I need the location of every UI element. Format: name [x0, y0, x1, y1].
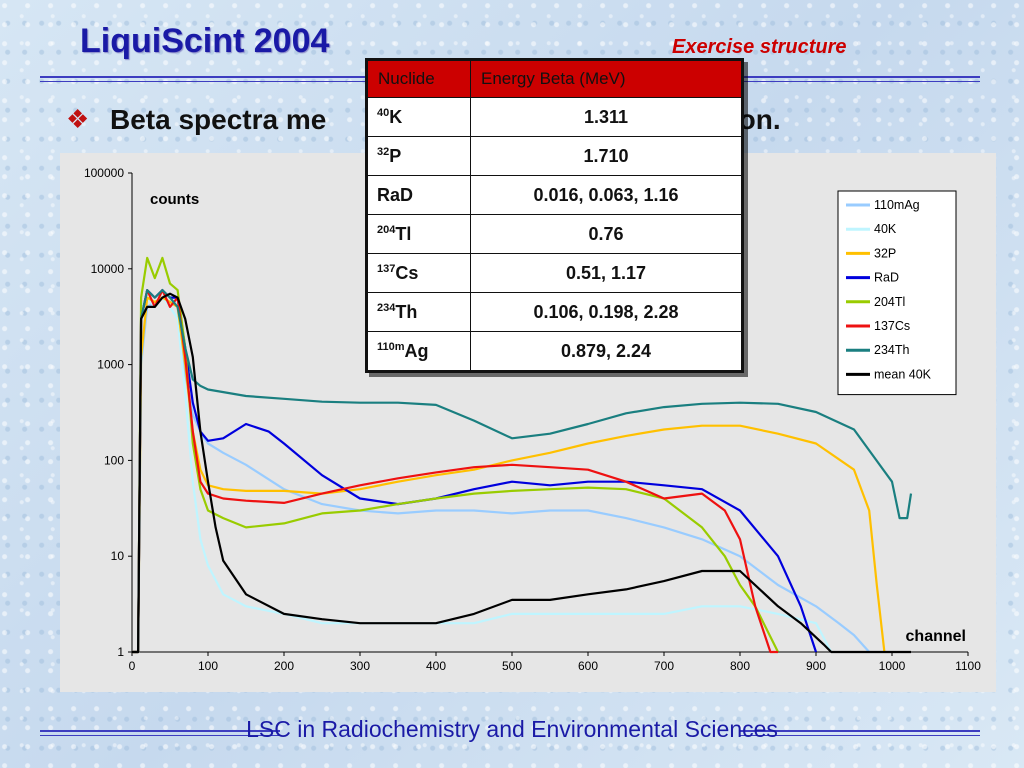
- beta-spectra-chart: 1 10 100 1000 10000 100000 0 100 200 300 400 500 600…: [60, 153, 996, 692]
- page-subtitle: Exercise structure: [672, 36, 847, 58]
- y-tick-label: 10000: [91, 262, 125, 276]
- series-line-204tl: [132, 256, 779, 654]
- x-tick-label: 200: [274, 659, 294, 673]
- x-tick-label: 400: [426, 659, 446, 673]
- y-tick-label: 100: [104, 453, 124, 467]
- element-symbol: Tl: [395, 223, 412, 244]
- energy-cell: 0.106, 0.198, 2.28: [470, 292, 743, 332]
- mass-number: 40: [377, 106, 390, 119]
- element-symbol: Cs: [395, 262, 419, 283]
- energy-cell: 1.710: [470, 136, 743, 176]
- bullet-text-left: Beta spectra me: [110, 104, 327, 135]
- x-tick-label: 500: [502, 659, 522, 673]
- series-layer: [132, 256, 913, 654]
- mass-number: 234: [377, 301, 396, 314]
- element-symbol: K: [389, 106, 403, 127]
- footer-rule-right: [740, 730, 980, 732]
- y-tick-label: 1000: [97, 358, 124, 372]
- nuclide-cell: 32P: [366, 136, 471, 176]
- series-line-mean-40k: [132, 292, 911, 654]
- legend-label: 137Cs: [874, 319, 910, 333]
- series-line-234th: [132, 289, 913, 654]
- legend-label: mean 40K: [874, 367, 932, 381]
- header-nuclide: Nuclide: [366, 59, 471, 98]
- legend-label: RaD: [874, 271, 899, 285]
- y-tick-label: 1: [117, 645, 124, 659]
- x-tick-label: 900: [806, 659, 826, 673]
- legend-label: 204Tl: [874, 295, 905, 309]
- element-symbol: P: [389, 145, 402, 166]
- x-tick-label: 300: [350, 659, 370, 673]
- y-tick-label: 10: [111, 549, 125, 563]
- footer-rule-left: [40, 730, 280, 732]
- nuclide-energy-table: Nuclide Energy Beta (MeV) 40K 1.311 32P …: [365, 58, 744, 373]
- table-row: 204Tl 0.76: [366, 214, 743, 254]
- energy-cell: 0.879, 2.24: [470, 331, 743, 372]
- x-tick-label: 600: [578, 659, 598, 673]
- page-title: LiquiScint 2004: [80, 22, 330, 60]
- x-tick-label: 800: [730, 659, 750, 673]
- mass-number: 137: [377, 262, 396, 275]
- footer-text: LSC in Radiochemistry and Environmental …: [246, 716, 778, 742]
- element-symbol: Th: [395, 301, 418, 322]
- element-symbol: RaD: [377, 184, 414, 205]
- footer-rule-right-thin: [740, 735, 980, 736]
- energy-cell: 0.76: [470, 214, 743, 254]
- legend-label: 110mAg: [874, 198, 920, 212]
- energy-cell: 0.51, 1.17: [470, 253, 743, 293]
- nuclide-cell: 110mAg: [366, 331, 471, 372]
- x-axis-label: channel: [906, 628, 966, 645]
- y-tick-label: 100000: [84, 166, 124, 180]
- element-symbol: Ag: [404, 340, 429, 361]
- legend-box: [837, 190, 957, 396]
- legend: 110mAg 40K 32P RaD 204Tl 137Cs 234Th mean 40K: [837, 190, 957, 396]
- mass-number: 204: [377, 223, 396, 236]
- mass-number: 110m: [377, 340, 405, 353]
- energy-cell: 1.311: [470, 97, 743, 137]
- energy-cell: 0.016, 0.063, 1.16: [470, 175, 743, 215]
- footer-rule-left-thin: [40, 735, 280, 736]
- x-tick-label: 1000: [879, 659, 906, 673]
- nuclide-cell: 234Th: [366, 292, 471, 332]
- nuclide-cell: 40K: [366, 97, 471, 137]
- y-axis-label: counts: [150, 191, 199, 208]
- header-energy: Energy Beta (MeV): [470, 59, 743, 98]
- table-row: RaD 0.016, 0.063, 1.16: [366, 175, 743, 215]
- table-row: 40K 1.311: [366, 97, 743, 137]
- nuclide-cell: RaD: [366, 175, 471, 215]
- legend-label: 234Th: [874, 343, 909, 357]
- x-tick-label: 0: [129, 659, 136, 673]
- legend-label: 32P: [874, 246, 896, 260]
- nuclide-cell: 204Tl: [366, 214, 471, 254]
- x-tick-label: 1100: [955, 659, 981, 673]
- mass-number: 32: [377, 145, 390, 158]
- x-tick-label: 700: [654, 659, 674, 673]
- table-row: 110mAg 0.879, 2.24: [366, 331, 743, 372]
- bullet-text: Beta spectra me ation.: [110, 104, 781, 136]
- series-line-32p: [132, 296, 886, 654]
- table-header-row: Nuclide Energy Beta (MeV): [366, 59, 743, 98]
- nuclide-cell: 137Cs: [366, 253, 471, 293]
- bullet-diamond-icon: ❖: [66, 104, 90, 134]
- table-row: 234Th 0.106, 0.198, 2.28: [366, 292, 743, 332]
- table-row: 32P 1.710: [366, 136, 743, 176]
- x-tick-label: 100: [198, 659, 218, 673]
- table-row: 137Cs 0.51, 1.17: [366, 253, 743, 293]
- legend-label: 40K: [874, 222, 897, 236]
